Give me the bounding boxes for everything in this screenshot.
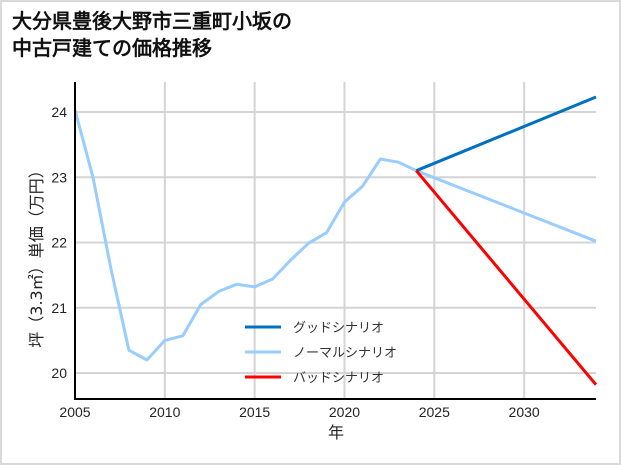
y-tick-label: 22 [51,235,67,251]
x-tick-label: 2005 [59,404,90,420]
y-tick-label: 24 [51,104,67,120]
x-tick-label: 2015 [239,404,270,420]
y-tick-label: 23 [51,169,67,185]
legend-label: グッドシナリオ [293,321,384,336]
x-tick-label: 2020 [329,404,360,420]
data-series [73,95,598,386]
tick-labels: 20 21 22 23 24 2005 2010 2015 2020 2025 2030 [51,104,539,420]
y-axis-label: 坪（3.3㎡）単価（万円） [27,162,46,347]
axes [74,82,596,400]
series-line [415,169,598,386]
x-tick-label: 2030 [509,404,540,420]
chart-title: 大分県豊後大野市三重町小坂の 中古戸建ての価格推移 [12,9,292,60]
x-tick-label: 2010 [149,404,180,420]
y-tick-label: 20 [51,365,67,381]
series-line [415,95,597,173]
x-tick-label: 2025 [419,404,450,420]
legend-label: バッドシナリオ [293,371,384,386]
y-tick-label: 21 [51,300,67,316]
legend-label: ノーマルシナリオ [293,346,397,361]
grid-lines [75,82,596,399]
series-line [73,109,597,362]
x-axis-label: 年 [328,423,344,442]
